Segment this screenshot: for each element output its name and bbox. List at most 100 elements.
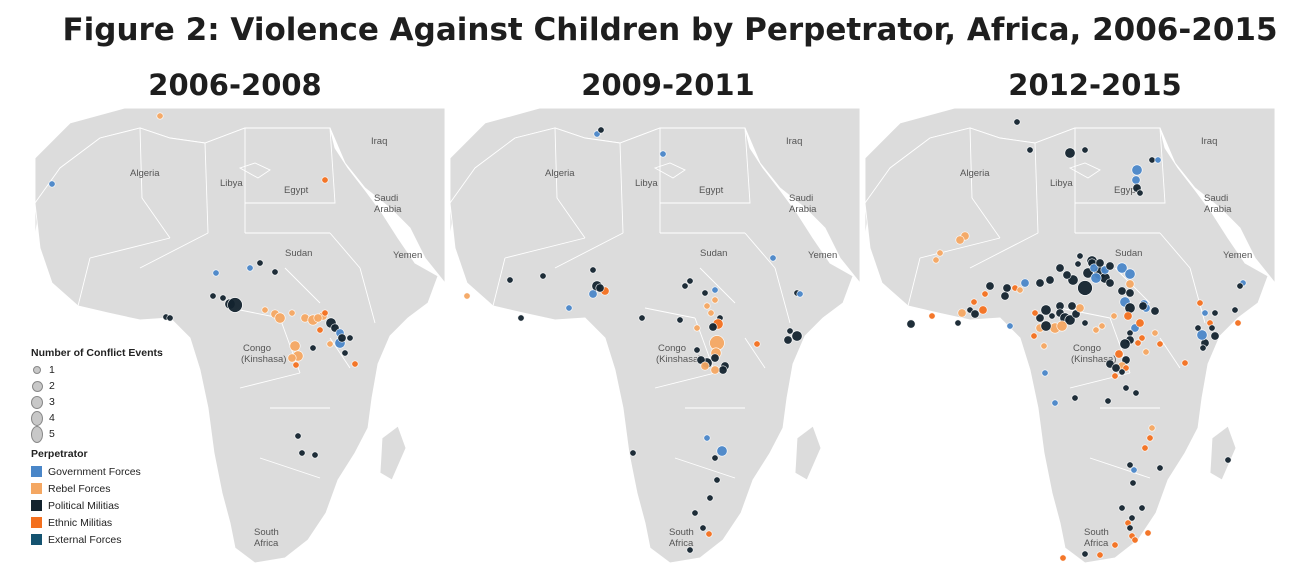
- label-algeria: Algeria: [130, 168, 160, 179]
- conflict-event-point: [1114, 349, 1124, 359]
- conflict-event-point: [1040, 342, 1048, 350]
- legend-size-3: 3: [31, 394, 163, 410]
- conflict-event-point: [321, 309, 329, 317]
- swatch-icon: [31, 483, 42, 494]
- conflict-event-point: [928, 312, 936, 320]
- conflict-event-point: [1089, 263, 1099, 273]
- conflict-event-point: [588, 289, 598, 299]
- conflict-event-point: [1126, 524, 1134, 532]
- label-south: South: [254, 527, 279, 538]
- swatch-icon: [31, 466, 42, 477]
- label-sudan: Sudan: [1115, 248, 1142, 259]
- label-congo: Congo: [1073, 343, 1101, 354]
- conflict-event-point: [1201, 309, 1209, 317]
- conflict-event-point: [166, 314, 174, 322]
- conflict-event-point: [700, 361, 710, 371]
- legend-size-title: Number of Conflict Events: [31, 347, 163, 359]
- conflict-event-point: [1141, 444, 1149, 452]
- conflict-event-point: [708, 322, 718, 332]
- points-layer: [48, 112, 359, 459]
- label-kinshasa: (Kinshasa): [241, 354, 286, 365]
- conflict-event-point: [1048, 312, 1056, 320]
- conflict-event-point: [351, 360, 359, 368]
- conflict-event-point: [1125, 279, 1135, 289]
- conflict-event-point: [156, 112, 164, 120]
- legend-external-forces: External Forces: [31, 531, 163, 548]
- legend-political-militias: Political Militias: [31, 497, 163, 514]
- legend-size-2: 2: [31, 378, 163, 394]
- label-kinshasa: (Kinshasa): [656, 354, 701, 365]
- conflict-event-point: [1040, 304, 1052, 316]
- conflict-event-point: [1210, 331, 1220, 341]
- label-algeria: Algeria: [545, 168, 575, 179]
- conflict-event-point: [1123, 311, 1133, 321]
- legend-perpetrator-title: Perpetrator: [31, 448, 88, 460]
- conflict-event-point: [1002, 283, 1012, 293]
- conflict-event-point: [796, 290, 804, 298]
- conflict-event-point: [321, 176, 329, 184]
- conflict-event-point: [955, 235, 965, 245]
- conflict-event-point: [346, 334, 354, 342]
- label-iraq: Iraq: [786, 136, 802, 147]
- conflict-event-point: [703, 434, 711, 442]
- conflict-event-point: [691, 509, 699, 517]
- conflict-event-point: [1129, 479, 1137, 487]
- conflict-event-point: [686, 546, 694, 554]
- conflict-event-point: [686, 277, 694, 285]
- conflict-event-point: [326, 340, 334, 348]
- label-arabia: Arabia: [789, 204, 817, 215]
- conflict-event-point: [589, 266, 597, 274]
- conflict-event-point: [638, 314, 646, 322]
- label-sudan: Sudan: [285, 248, 312, 259]
- conflict-event-point: [1090, 272, 1102, 284]
- conflict-event-point: [341, 349, 349, 357]
- conflict-event-point: [1154, 156, 1162, 164]
- conflict-event-point: [1075, 303, 1085, 313]
- conflict-event-point: [1000, 291, 1010, 301]
- conflict-event-point: [1062, 270, 1072, 280]
- conflict-event-point: [1148, 424, 1156, 432]
- conflict-event-point: [298, 449, 306, 457]
- label-yemen: Yemen: [1223, 250, 1252, 261]
- conflict-event-point: [1031, 309, 1039, 317]
- label-saudi: Saudi: [1204, 193, 1228, 204]
- conflict-event-point: [219, 294, 227, 302]
- conflict-event-point: [1117, 286, 1127, 296]
- conflict-event-point: [256, 259, 264, 267]
- conflict-event-point: [1138, 504, 1146, 512]
- conflict-event-point: [1105, 278, 1115, 288]
- conflict-event-point: [1013, 118, 1021, 126]
- conflict-event-point: [1111, 363, 1121, 373]
- conflict-event-point: [1132, 389, 1140, 397]
- conflict-event-point: [597, 126, 605, 134]
- conflict-event-point: [699, 524, 707, 532]
- label-iraq: Iraq: [371, 136, 387, 147]
- conflict-event-point: [292, 361, 300, 369]
- conflict-event-point: [463, 292, 471, 300]
- legend-ethnic-militias: Ethnic Militias: [31, 514, 163, 531]
- conflict-event-point: [294, 432, 302, 440]
- label-africa: Africa: [1084, 538, 1109, 549]
- conflict-event-point: [1111, 372, 1119, 380]
- legend-government-forces: Government Forces: [31, 463, 163, 480]
- conflict-event-point: [1035, 278, 1045, 288]
- size-circle-icon: [31, 395, 43, 409]
- conflict-event-point: [718, 365, 728, 375]
- conflict-event-point: [1040, 320, 1052, 332]
- conflict-event-point: [1016, 286, 1024, 294]
- conflict-event-point: [1105, 261, 1115, 271]
- conflict-event-point: [1064, 314, 1076, 326]
- conflict-event-point: [1181, 359, 1189, 367]
- legend-size-5: 5: [31, 425, 163, 443]
- conflict-event-point: [1071, 394, 1079, 402]
- label-yemen: Yemen: [393, 250, 422, 261]
- conflict-event-point: [783, 335, 793, 345]
- conflict-event-point: [1118, 368, 1126, 376]
- label-libya: Libya: [1050, 178, 1073, 189]
- label-egypt: Egypt: [1114, 185, 1139, 196]
- conflict-event-point: [1116, 262, 1128, 274]
- points-layer: [906, 118, 1247, 562]
- conflict-event-point: [1051, 399, 1059, 407]
- conflict-event-point: [1224, 456, 1232, 464]
- label-libya: Libya: [635, 178, 658, 189]
